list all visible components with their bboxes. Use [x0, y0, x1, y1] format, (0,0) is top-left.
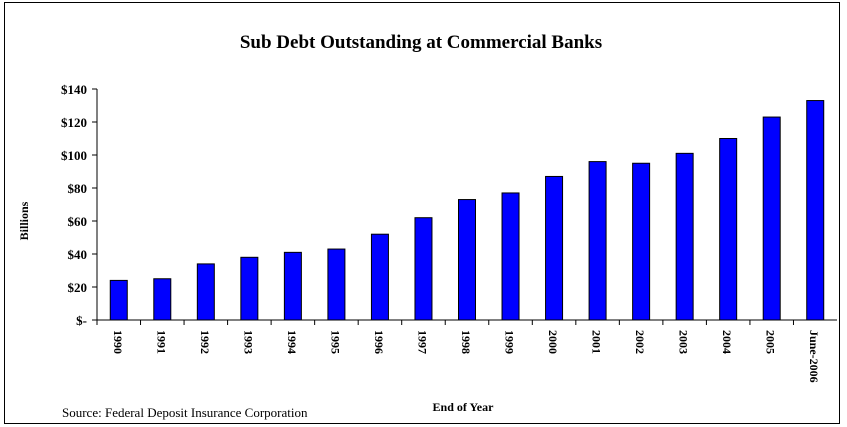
y-axis-label: Billions [17, 201, 31, 240]
bar-chart: Sub Debt Outstanding at Commercial Banks… [17, 32, 837, 420]
bar [762, 116, 781, 321]
bar [109, 279, 128, 321]
x-tick-label: 2000 [546, 330, 560, 354]
x-tick-label: 1997 [415, 330, 429, 354]
bars [109, 100, 825, 321]
chart-title: Sub Debt Outstanding at Commercial Banks [240, 32, 602, 53]
x-tick-label: 1991 [154, 330, 168, 354]
x-tick-label: 1994 [285, 330, 299, 354]
y-tick-label: $140 [61, 82, 87, 97]
bar [327, 248, 346, 321]
bar [588, 161, 607, 321]
x-tick-label: 2003 [677, 330, 691, 354]
x-tick-label: 1996 [372, 330, 386, 354]
bar [196, 263, 215, 321]
bar [240, 256, 259, 321]
bar [283, 251, 302, 321]
bar [501, 192, 520, 321]
x-tick-label: 2002 [633, 330, 647, 354]
x-tick-label: 2001 [590, 330, 604, 354]
bar [545, 175, 564, 321]
x-axis: 1990 1991 1992 1993 1994 1995 1996 1997 1998 1999… [96, 319, 837, 383]
x-tick-label: 2004 [720, 330, 734, 354]
source-note: Source: Federal Deposit Insurance Corpor… [62, 405, 308, 420]
bar [806, 100, 825, 321]
bar [675, 152, 694, 321]
y-tick-label: $- [76, 313, 87, 328]
y-tick-label: $60 [68, 214, 88, 229]
x-axis-label: End of Year [433, 400, 495, 414]
x-tick-label: 2005 [764, 330, 778, 354]
x-tick-label: 1999 [503, 330, 517, 354]
bar [414, 217, 433, 321]
bar [370, 233, 389, 321]
bar [153, 278, 172, 321]
y-tick-label: $100 [61, 148, 87, 163]
y-tick-label: $80 [68, 181, 88, 196]
bar [632, 162, 651, 321]
bar [719, 138, 738, 321]
x-tick-label: 1998 [459, 330, 473, 354]
chart-frame: Sub Debt Outstanding at Commercial Banks… [4, 2, 840, 424]
y-axis: $- $20 $40 $60 $80 $100 $120 $140 [61, 82, 98, 328]
x-tick-label: 1992 [198, 330, 212, 354]
y-tick-label: $40 [68, 247, 88, 262]
y-tick-label: $20 [68, 280, 88, 295]
x-tick-label: 1990 [111, 330, 125, 354]
bar [458, 199, 476, 321]
x-tick-label: June-2006 [807, 330, 821, 383]
x-tick-label: 1993 [241, 330, 255, 354]
y-tick-label: $120 [61, 115, 87, 130]
x-tick-label: 1995 [328, 330, 342, 354]
